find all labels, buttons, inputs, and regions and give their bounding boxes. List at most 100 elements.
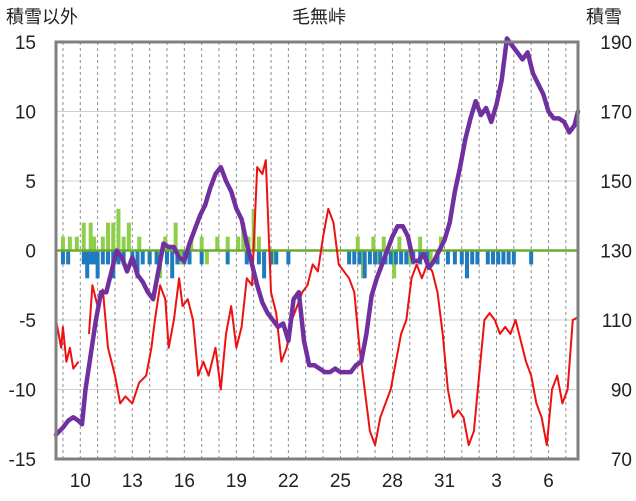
precipitation-bar	[256, 236, 261, 251]
sunshine-bar	[164, 250, 169, 265]
right-tick-label: 70	[611, 450, 632, 471]
precipitation-bar	[371, 236, 376, 251]
precipitation-bar	[74, 236, 79, 251]
precipitation-bar	[225, 236, 230, 251]
precipitation-bar	[126, 222, 131, 251]
sunshine-bar	[491, 250, 496, 265]
precipitation-bar	[355, 236, 360, 251]
x-tick-label: 25	[330, 471, 351, 492]
precipitation-bar	[106, 222, 111, 251]
left-tick-label: -10	[9, 381, 36, 402]
sunshine-bar	[362, 250, 367, 279]
precipitation-bar	[88, 222, 93, 251]
sunshine-bar	[445, 250, 450, 265]
sunshine-bar	[352, 250, 357, 265]
x-tick-label: 22	[278, 471, 299, 492]
sunshine-bar	[357, 250, 362, 265]
left-tick-label: 10	[15, 103, 36, 124]
sunshine-bar	[256, 250, 261, 265]
sunshine-bar	[66, 250, 71, 265]
sunshine-bar	[367, 250, 372, 265]
precipitation-bar	[381, 236, 386, 251]
x-tick-label: 31	[434, 471, 455, 492]
sunshine-bar	[170, 250, 175, 279]
sunshine-bar	[88, 250, 93, 265]
sunshine-bar	[459, 250, 464, 265]
x-tick-label: 28	[382, 471, 403, 492]
sunshine-bar	[496, 250, 501, 265]
sunshine-bar	[147, 250, 152, 265]
sunshine-bar	[465, 250, 470, 279]
series-layer	[53, 36, 581, 447]
precipitation-bar	[137, 236, 142, 251]
precipitation-bar	[418, 236, 423, 251]
right-axis-label: 積雪	[586, 7, 622, 28]
sunshine-bar	[485, 250, 490, 265]
sunshine-bar	[187, 250, 192, 265]
sunshine-bar	[286, 250, 291, 265]
sunshine-bar	[475, 250, 480, 265]
sunshine-bar	[135, 250, 140, 279]
x-tick-label: 10	[70, 471, 91, 492]
sunshine-bar	[95, 250, 100, 279]
sunshine-bar	[92, 250, 97, 265]
right-tick-label: 90	[611, 381, 632, 402]
left-tick-label: -15	[9, 450, 36, 471]
sunshine-bar	[154, 250, 159, 265]
sunshine-bar	[81, 250, 86, 265]
right-tick-label: 110	[602, 311, 632, 332]
sunshine-bar	[388, 250, 393, 265]
sunshine-bar	[85, 250, 90, 279]
sunshine-bar	[529, 250, 534, 265]
sunshine-bar	[511, 250, 516, 265]
sunshine-bar	[399, 250, 404, 265]
sunshine-bar	[262, 250, 267, 279]
left-tick-label: 0	[25, 242, 36, 263]
x-tick-label: 13	[122, 471, 143, 492]
sunshine-bar	[100, 250, 105, 265]
sunshine-bar	[116, 250, 121, 265]
plot-frame	[54, 40, 580, 461]
precipitation-bar	[215, 236, 220, 251]
snow-depth-line	[53, 36, 581, 437]
precipitation-bar	[92, 236, 97, 251]
sunshine-bar	[501, 250, 506, 265]
left-tick-label: 15	[15, 33, 36, 54]
precipitation-bar	[204, 250, 209, 265]
x-tick-label: 16	[174, 471, 195, 492]
precipitation-bar	[60, 236, 65, 251]
precipitation-bar	[199, 236, 204, 251]
sunshine-bar	[60, 250, 65, 265]
sunshine-bar	[470, 250, 475, 265]
sunshine-bar	[225, 250, 230, 265]
temperature-line	[55, 159, 579, 447]
precipitation-bar	[407, 250, 412, 265]
sunshine-bar	[274, 250, 279, 265]
sunshine-bar	[244, 250, 249, 265]
sunshine-bar	[269, 250, 274, 265]
right-tick-label: 190	[600, 33, 632, 54]
sunshine-bar	[199, 250, 204, 265]
precipitation-bar	[67, 236, 72, 251]
precipitation-bar	[100, 236, 105, 251]
precipitation-bar	[236, 236, 241, 251]
left-axis-label: 積雪以外	[6, 7, 78, 28]
sunshine-bar	[373, 250, 378, 265]
precipitation-bar	[81, 222, 86, 251]
precipitation-bar	[116, 208, 121, 251]
sunshine-bar	[378, 250, 383, 265]
left-tick-label: -5	[19, 311, 36, 332]
sunshine-bar	[452, 250, 457, 265]
chart-title: 毛無峠	[292, 7, 346, 28]
x-tick-label: 3	[491, 471, 502, 492]
precipitation-bar	[397, 236, 402, 251]
sunshine-bar	[506, 250, 511, 265]
precipitation-bar	[121, 236, 126, 251]
sunshine-bar	[393, 250, 398, 265]
sunshine-bar	[347, 250, 352, 265]
precipitation-bar	[173, 222, 178, 251]
right-tick-label: 150	[600, 172, 632, 193]
right-tick-label: 170	[600, 103, 632, 124]
ticks: 15 10 5 0 -5 -10 -15 190 170 150 130 110 90 70 10 13 16 1…	[9, 33, 632, 492]
